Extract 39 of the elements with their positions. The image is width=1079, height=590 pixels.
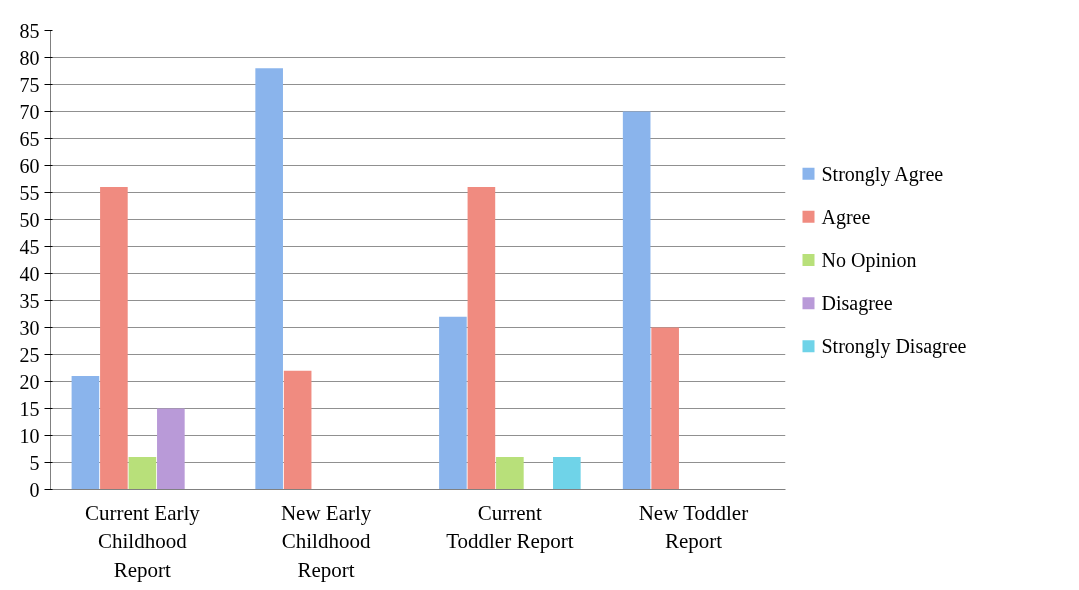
y-tick-label: 75 bbox=[19, 73, 40, 96]
y-tick-label: 65 bbox=[19, 127, 40, 150]
legend-label: Strongly Disagree bbox=[821, 335, 967, 359]
bar bbox=[439, 316, 467, 490]
y-tick-label: 45 bbox=[19, 235, 40, 258]
bar bbox=[71, 376, 100, 490]
bar bbox=[128, 457, 157, 490]
bar bbox=[467, 187, 496, 490]
legend-label: No Opinion bbox=[821, 249, 917, 272]
y-tick-label: 70 bbox=[19, 100, 40, 123]
x-tick-label: New Toddler Report bbox=[638, 500, 749, 554]
y-tick-label: 10 bbox=[19, 424, 40, 447]
y-tick-label: 80 bbox=[19, 46, 40, 69]
y-tick-label: 35 bbox=[19, 289, 40, 312]
x-tick-label: Current Early Childhood Report bbox=[84, 500, 201, 583]
bar bbox=[100, 187, 128, 490]
y-tick-label: 25 bbox=[19, 343, 40, 366]
legend-label: Strongly Agree bbox=[821, 162, 944, 186]
x-tick-label: Current Toddler Report bbox=[446, 500, 574, 554]
y-tick-label: 30 bbox=[19, 316, 40, 339]
legend-label: Disagree bbox=[821, 292, 893, 316]
y-tick-label: 85 bbox=[19, 19, 40, 42]
bar bbox=[283, 370, 312, 490]
bar bbox=[622, 111, 651, 490]
y-tick-label: 60 bbox=[19, 154, 40, 177]
y-tick-label: 0 bbox=[29, 478, 40, 501]
bar bbox=[496, 457, 524, 490]
bar bbox=[651, 327, 679, 490]
y-tick-label: 20 bbox=[19, 370, 40, 393]
bar bbox=[553, 457, 581, 490]
bar bbox=[157, 408, 185, 490]
y-tick-label: 15 bbox=[19, 397, 40, 420]
y-tick-label: 40 bbox=[19, 262, 40, 285]
bar bbox=[255, 68, 283, 490]
x-tick-label: New Early Childhood Report bbox=[280, 500, 372, 583]
y-tick-label: 5 bbox=[29, 451, 40, 474]
y-tick-label: 50 bbox=[19, 208, 40, 231]
legend-label: Agree bbox=[821, 205, 871, 229]
y-tick-label: 55 bbox=[19, 181, 40, 204]
